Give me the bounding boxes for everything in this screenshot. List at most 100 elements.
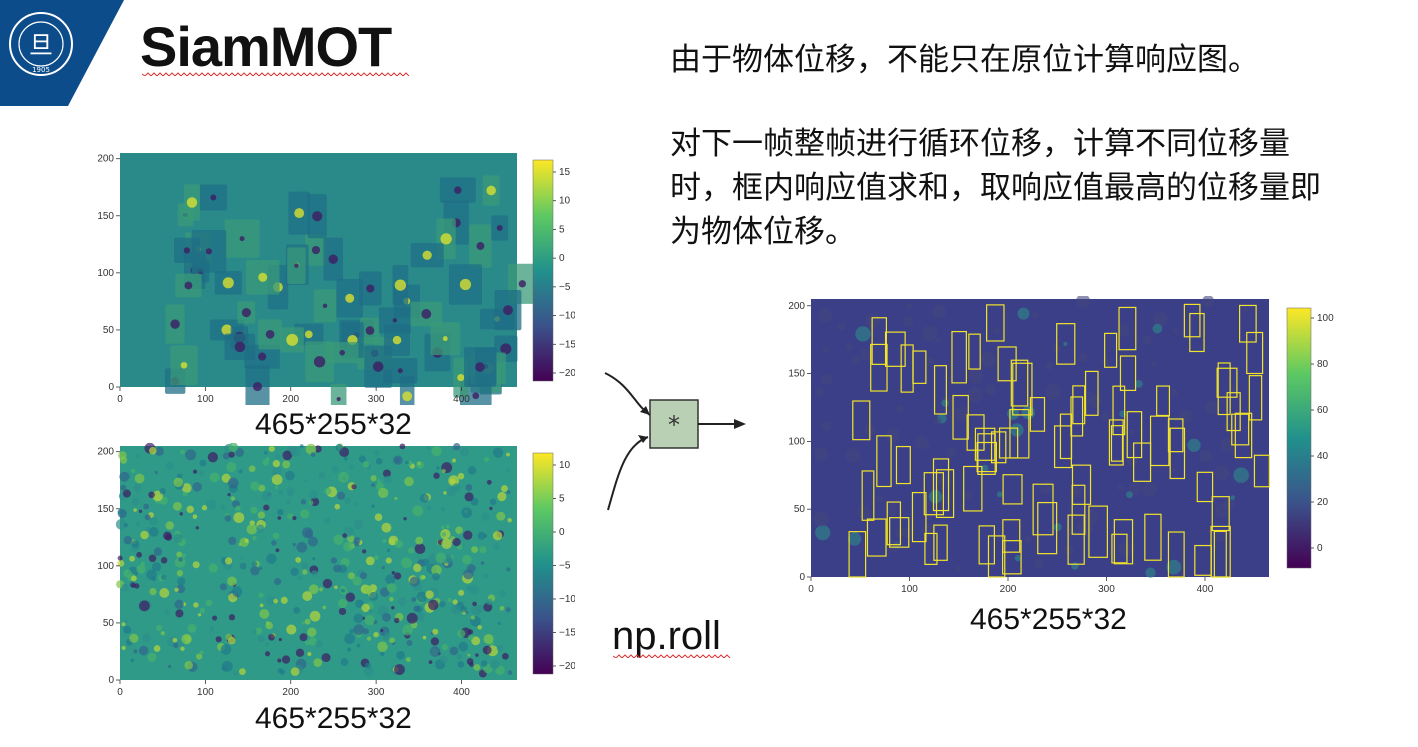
colorbar-tick-label: −10: [559, 594, 575, 605]
x-tick-label: 300: [368, 687, 385, 698]
feature-texture: [469, 585, 479, 595]
feature-texture: [362, 628, 369, 635]
detection-box: [1119, 355, 1137, 391]
feature-texture: [414, 543, 426, 554]
feature-texture: [238, 542, 242, 547]
response-texture: [1071, 562, 1079, 570]
detection-box: [977, 433, 996, 475]
feature-texture: [318, 471, 326, 479]
response-texture: [815, 525, 831, 541]
feature-texture: [405, 460, 409, 465]
np-roll-label: np.roll: [612, 614, 721, 658]
detection-box: [952, 394, 969, 440]
response-texture: [1153, 311, 1168, 326]
feature-texture: [353, 624, 365, 636]
response-texture: [1206, 302, 1211, 308]
feature-texture: [355, 599, 364, 609]
response-texture: [925, 443, 930, 449]
feature-texture: [201, 505, 208, 511]
feature-texture: [117, 508, 125, 516]
feature-texture: [368, 608, 373, 613]
feature-texture: [134, 583, 140, 589]
feature-texture: [362, 461, 370, 468]
feature-texture: [383, 475, 392, 484]
feature-texture: [476, 604, 484, 613]
feature-texture: [149, 517, 158, 526]
colorbar-tick-label: 40: [1317, 451, 1329, 462]
detection-box: [1071, 464, 1092, 505]
feature-texture: [501, 485, 508, 492]
feature-texture: [280, 596, 288, 604]
feature-texture: [233, 512, 245, 523]
feature-texture: [452, 537, 461, 547]
detection-box: [1239, 304, 1257, 343]
cross-correlation-diagram: *: [604, 372, 746, 511]
feature-hotspot: [258, 272, 268, 282]
feature-texture: [296, 541, 308, 553]
feature-texture: [172, 501, 182, 511]
feature-texture: [138, 645, 149, 656]
feature-texture: [473, 663, 481, 671]
response-texture: [922, 325, 938, 342]
feature-texture: [268, 633, 275, 641]
feature-texture: [361, 603, 370, 613]
response-texture: [1033, 558, 1044, 568]
feature-texture: [287, 492, 292, 496]
detection-box: [998, 427, 1019, 459]
feature-texture: [337, 598, 348, 609]
feature-texture: [352, 576, 362, 586]
response-texture: [851, 356, 861, 365]
feature-texture: [143, 503, 150, 510]
feature-texture: [206, 499, 217, 510]
x-tick-label: 0: [808, 584, 814, 595]
feature-hotspot: [454, 186, 462, 194]
feature-texture: [413, 605, 420, 612]
feature-texture: [483, 572, 489, 579]
feature-texture: [212, 615, 218, 621]
feature-texture: [505, 607, 511, 613]
feature-texture: [239, 562, 247, 570]
response-texture: [996, 491, 1003, 498]
response-texture: [921, 524, 935, 538]
feature-texture: [461, 507, 473, 519]
feature-texture: [277, 516, 282, 520]
colorbar-tick-label: 0: [559, 253, 565, 264]
response-texture: [1220, 438, 1235, 453]
feature-texture: [290, 446, 301, 457]
feature-texture: [337, 491, 346, 500]
detection-box: [1009, 408, 1030, 459]
university-seal-icon: 旦 1905: [9, 12, 73, 76]
response-texture: [1101, 357, 1110, 367]
response-texture: [993, 326, 1001, 334]
feature-texture: [136, 564, 146, 574]
detection-box: [871, 317, 887, 365]
feature-texture: [178, 557, 183, 562]
feature-texture: [380, 629, 384, 633]
feature-texture: [441, 532, 447, 537]
feature-texture: [250, 506, 258, 514]
logo-band: 旦 1905: [0, 0, 124, 106]
response-texture: [1126, 455, 1138, 467]
description-line-1: 由于物体位移，不能只在原位计算响应图。: [670, 42, 1259, 78]
detection-box: [1113, 519, 1134, 565]
feature-texture: [465, 484, 473, 491]
feature-texture: [226, 462, 237, 473]
feature-texture: [259, 603, 264, 608]
feature-texture: [465, 610, 469, 614]
feature-texture: [377, 641, 388, 652]
feature-texture: [419, 493, 429, 503]
feature-texture: [176, 551, 183, 558]
feature-hotspot: [252, 382, 263, 392]
feature-texture: [129, 633, 139, 643]
colorbar-tick-label: −15: [559, 628, 575, 639]
feature-texture: [180, 646, 185, 651]
feature-texture: [331, 465, 339, 474]
feature-texture: [172, 637, 178, 643]
feature-texture: [221, 473, 231, 483]
feature-texture: [138, 600, 150, 612]
response-texture: [1117, 484, 1123, 491]
feature-texture: [302, 591, 313, 602]
colorbar-tick-label: 60: [1317, 405, 1329, 416]
feature-texture: [445, 524, 450, 529]
